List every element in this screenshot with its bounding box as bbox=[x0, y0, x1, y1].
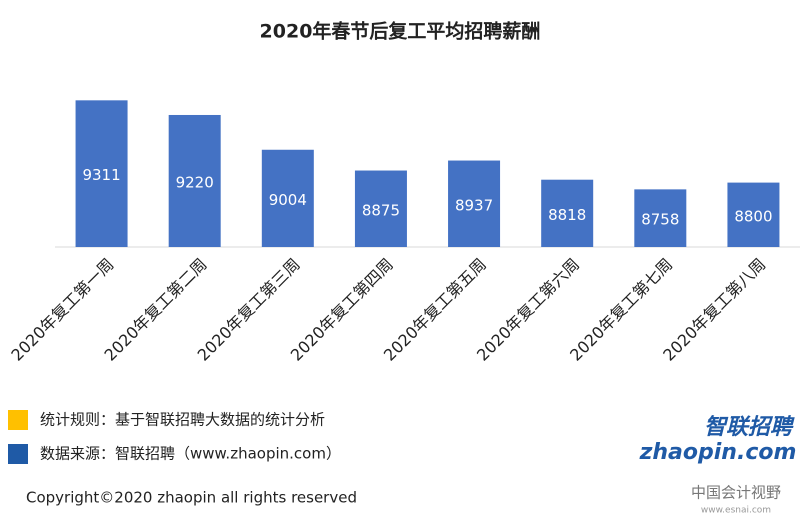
value-label: 8937 bbox=[455, 196, 493, 214]
logo-site: zhaopin.com bbox=[639, 440, 797, 465]
logo-name: 智联招聘 bbox=[704, 414, 795, 440]
x-tick-label: 2020年复工第八周 bbox=[659, 255, 769, 365]
bar bbox=[168, 114, 221, 247]
x-tick-label: 2020年复工第五周 bbox=[380, 255, 490, 365]
note-swatch bbox=[8, 410, 28, 430]
x-tick-label: 2020年复工第一周 bbox=[7, 255, 117, 365]
value-label: 9004 bbox=[269, 191, 307, 209]
value-label: 8800 bbox=[734, 207, 772, 225]
bar bbox=[354, 170, 407, 247]
note-swatch bbox=[8, 444, 28, 464]
x-tick-label: 2020年复工第七周 bbox=[566, 255, 676, 365]
value-label: 9220 bbox=[176, 173, 214, 191]
bar bbox=[727, 182, 780, 247]
value-label: 8875 bbox=[362, 201, 400, 219]
value-label: 9311 bbox=[82, 166, 120, 184]
x-tick-label: 2020年复工第二周 bbox=[101, 255, 211, 365]
x-tick-label: 2020年复工第六周 bbox=[473, 255, 583, 365]
x-tick-label: 2020年复工第三周 bbox=[194, 255, 304, 365]
note-text: 数据来源：智联招聘（www.zhaopin.com） bbox=[40, 445, 341, 463]
bar bbox=[261, 149, 314, 247]
bar bbox=[75, 100, 128, 247]
value-label: 8758 bbox=[641, 211, 679, 229]
copyright: Copyright©2020 zhaopin all rights reserv… bbox=[26, 489, 357, 507]
value-label: 8818 bbox=[548, 206, 586, 224]
note-text: 统计规则：基于智联招聘大数据的统计分析 bbox=[40, 411, 325, 429]
watermark-name: 中国会计视野 bbox=[691, 484, 781, 502]
chart-title: 2020年春节后复工平均招聘薪酬 bbox=[260, 20, 541, 43]
bar bbox=[541, 179, 594, 247]
bar bbox=[448, 160, 501, 247]
bar bbox=[634, 189, 687, 247]
x-tick-label: 2020年复工第四周 bbox=[287, 255, 397, 365]
watermark-site: www.esnai.com bbox=[701, 506, 771, 516]
